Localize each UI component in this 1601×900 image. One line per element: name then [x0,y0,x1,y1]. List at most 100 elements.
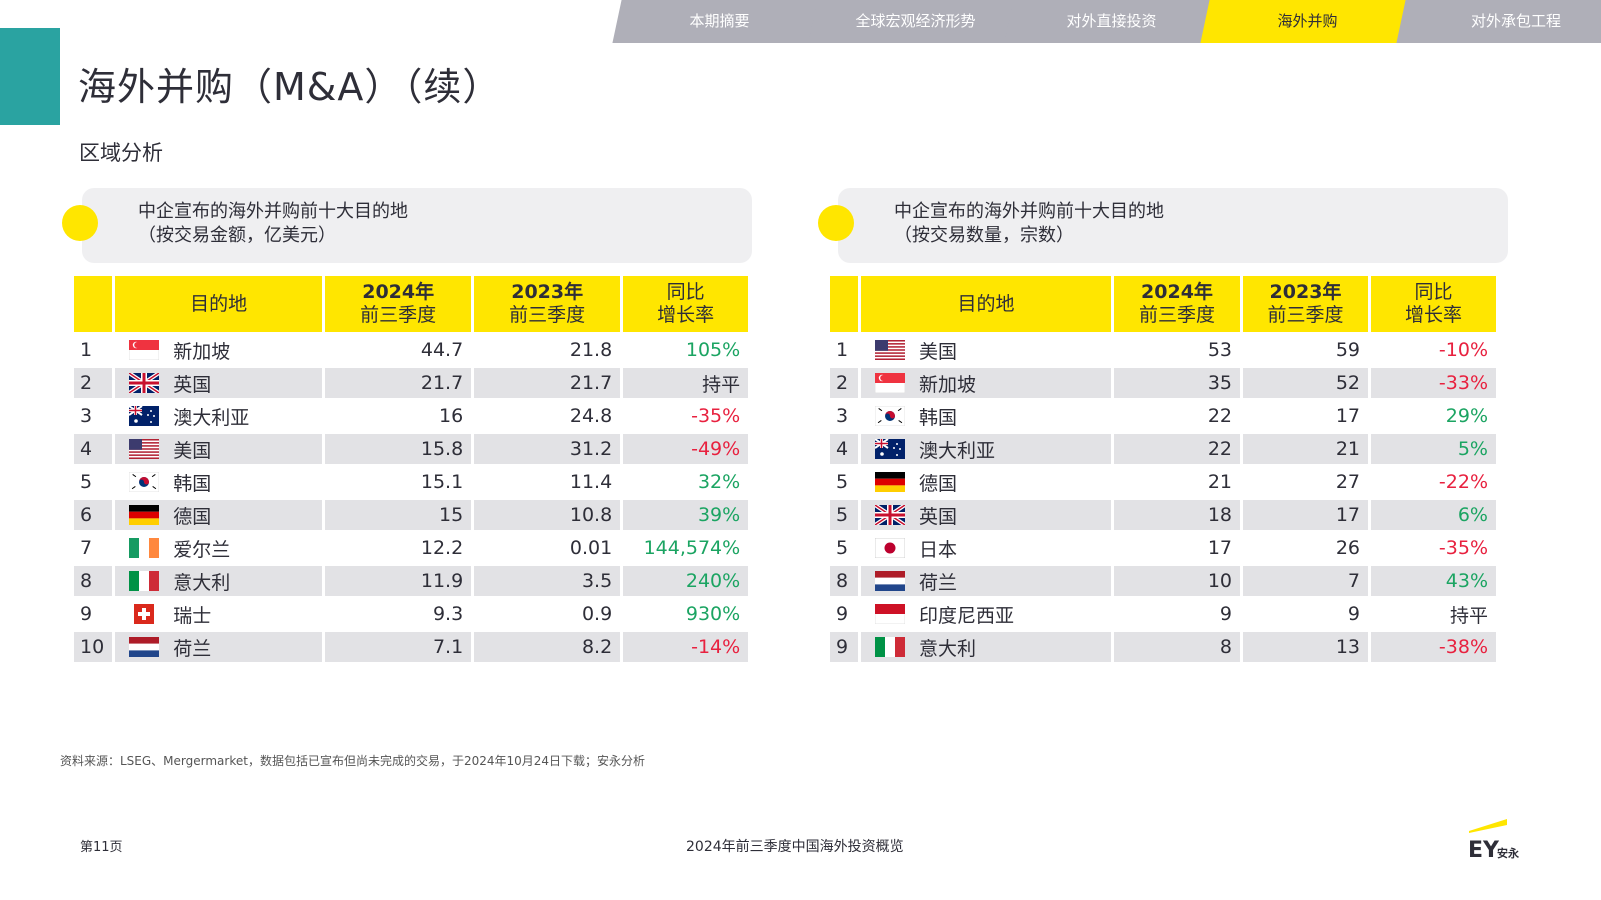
table-row: 1 美国 53 59 -10% [830,335,1496,365]
value-2023-cell: 24.8 [569,405,613,427]
rank-header [830,276,858,332]
value-2023-cell: 17 [1243,500,1368,530]
value-2023-cell: 0.01 [569,537,613,559]
table-row: 9 印度尼西亚 9 9 持平 [830,599,1496,629]
growth-cell: 持平 [1449,604,1488,627]
value-2023-cell: 21.7 [474,368,621,398]
rank-cell: 1 [836,339,849,361]
growth-cell: 29% [1445,405,1488,427]
country-name: 德国 [173,505,212,528]
table-header-row: 目的地 2024年 前三季度 2023年 前三季度 同比 增长率 [74,276,749,332]
rank-cell: 2 [74,368,113,398]
destination-cell: 荷兰 [861,566,1111,596]
value-2024-cell: 22 [1207,405,1232,427]
value-2024-cell: 15.8 [325,434,472,464]
country-name: 澳大利亚 [173,406,250,429]
destination-cell: 德国 [115,500,323,530]
country-name: 英国 [173,373,212,396]
page-title: 海外并购（M&A）（续） [78,65,502,109]
ireland-flag-icon [129,538,160,558]
tab-fdi[interactable]: 对外直接投资 [1004,0,1219,43]
germany-flag-icon [875,472,905,492]
country-name: 瑞士 [173,604,212,627]
destination-cell: 美国 [861,335,1111,365]
country-name: 英国 [919,505,958,528]
destination-cell: 新加坡 [861,368,1111,398]
germany-flag-icon [129,505,160,525]
table-caption: 中企宣布的海外并购前十大目的地 （按交易金额，亿美元） [138,201,408,246]
table-row: 4 美国 15.8 31.2 -49% [74,434,749,464]
growth-cell: 240% [623,566,749,596]
page-number: 第11页 [80,840,123,855]
value-2024-cell: 12.2 [420,537,464,559]
country-name: 荷兰 [919,571,958,594]
table-row: 7 爱尔兰 12.2 0.01 144,574% [74,533,748,563]
country-name: 美国 [919,340,958,363]
value-2024-cell: 17 [1207,537,1232,559]
value-2024-cell: 22 [1114,434,1240,464]
rank-header [74,276,113,332]
italy-flag-icon [129,571,160,591]
country-name: 韩国 [919,406,958,429]
table-row: 5 德国 21 27 -22% [830,467,1496,497]
netherlands-flag-icon [875,571,905,591]
growth-cell: 39% [623,500,749,530]
usa-flag-icon [129,439,160,459]
growth-cell: -33% [1371,368,1496,398]
table-caption: 中企宣布的海外并购前十大目的地 （按交易数量，宗数） [894,201,1164,246]
table-row: 9 瑞士 9.3 0.9 930% [74,599,748,629]
value-2024-cell: 15 [325,500,472,530]
teal-accent-bar [0,28,60,125]
destination-cell: 英国 [861,500,1111,530]
value-2023-cell: 21 [1243,434,1368,464]
growth-header: 同比 增长率 [1371,276,1496,332]
country-name: 德国 [919,472,958,495]
rank-cell: 1 [80,339,93,361]
country-name: 澳大利亚 [919,439,996,462]
value-2024-cell: 11.9 [325,566,472,596]
destination-cell: 新加坡 [115,335,322,365]
value-2023-cell: 21.8 [569,339,613,361]
japan-flag-icon [875,538,905,558]
destination-cell: 意大利 [861,632,1111,662]
tab-overseas-ma[interactable]: 海外并购 [1200,0,1415,43]
table-caption-box: 中企宣布的海外并购前十大目的地 （按交易数量，宗数） [838,188,1508,263]
value-2023-cell: 31.2 [474,434,621,464]
tab-summary[interactable]: 本期摘要 [612,0,827,43]
value-2024-cell: 15.1 [420,471,464,493]
table-caption-box: 中企宣布的海外并购前十大目的地 （按交易金额，亿美元） [82,188,752,263]
value-2024-cell: 53 [1207,339,1232,361]
growth-cell: 43% [1371,566,1496,596]
destination-cell: 韩国 [861,401,1111,431]
tab-global-macro[interactable]: 全球宏观经济形势 [808,0,1023,43]
country-name: 新加坡 [919,373,977,396]
korea-flag-icon [875,406,905,426]
growth-cell: 5% [1371,434,1496,464]
uk-flag-icon [129,373,160,393]
country-name: 意大利 [173,571,231,594]
rank-cell: 5 [836,537,849,559]
table-row: 2 新加坡 35 52 -33% [830,368,1496,398]
year-2023-header: 2023年 前三季度 [1243,276,1368,332]
rank-cell: 10 [74,632,113,662]
rank-cell: 5 [80,471,93,493]
table-header-row: 目的地 2024年 前三季度 2023年 前三季度 同比 增长率 [830,276,1496,332]
rank-cell: 2 [830,368,858,398]
table-row: 9 意大利 8 13 -38% [830,632,1496,662]
table-row: 6 德国 15 10.8 39% [74,500,749,530]
growth-header: 同比 增长率 [623,276,749,332]
growth-cell: 32% [697,471,741,493]
switzerland-flag-icon [129,604,159,624]
tab-contracting[interactable]: 对外承包工程 [1396,0,1601,43]
value-2023-cell: 7 [1243,566,1368,596]
growth-cell: -10% [1438,339,1488,361]
destinations-by-value-table: 目的地 2024年 前三季度 2023年 前三季度 同比 增长率 1 新加坡 44.7 21… [71,273,751,665]
destination-cell: 韩国 [115,467,322,497]
table-row: 3 韩国 22 17 29% [830,401,1496,431]
value-2023-cell: 26 [1335,537,1360,559]
destination-cell: 日本 [861,533,1111,563]
value-2024-cell: 21.7 [325,368,472,398]
country-name: 新加坡 [173,340,231,363]
destination-cell: 澳大利亚 [115,401,322,431]
italy-flag-icon [875,637,905,657]
